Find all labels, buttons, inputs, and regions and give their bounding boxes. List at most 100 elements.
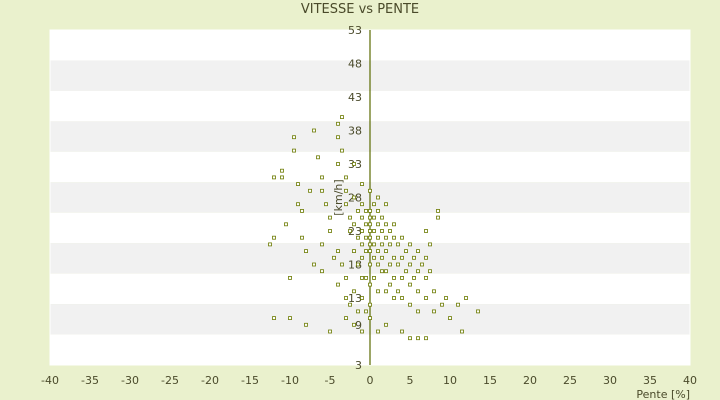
- data-point: [352, 249, 356, 254]
- data-point: [384, 289, 388, 294]
- data-point: [396, 242, 400, 247]
- data-point: [372, 202, 376, 207]
- data-point: [328, 215, 332, 220]
- y-tick-label: 13: [348, 292, 362, 305]
- data-point: [376, 329, 380, 334]
- data-point: [376, 235, 380, 240]
- data-point: [448, 316, 452, 321]
- x-tick-label: 20: [523, 374, 537, 387]
- data-point: [312, 262, 316, 267]
- data-point: [432, 289, 436, 294]
- data-point: [368, 316, 372, 321]
- data-point: [380, 269, 384, 274]
- data-point: [416, 289, 420, 294]
- data-point: [436, 215, 440, 220]
- y-tick-label: 38: [348, 125, 362, 138]
- data-point: [364, 309, 368, 314]
- data-point: [428, 269, 432, 274]
- x-tick-label: -30: [121, 374, 139, 387]
- data-point: [384, 235, 388, 240]
- data-point: [356, 235, 360, 240]
- data-point: [384, 269, 388, 274]
- x-tick-label: -40: [41, 374, 59, 387]
- data-point: [328, 229, 332, 233]
- x-axis-label: Pente [%]: [636, 388, 690, 400]
- y-axis-ticks: 39131823283338434853: [348, 24, 362, 372]
- data-point: [428, 242, 432, 247]
- data-point: [364, 249, 368, 254]
- data-point: [408, 242, 412, 247]
- data-point: [380, 215, 384, 220]
- data-point: [424, 336, 428, 341]
- data-point: [368, 229, 372, 233]
- data-point: [360, 242, 364, 247]
- data-point: [328, 329, 332, 334]
- data-point: [344, 316, 348, 321]
- data-point: [336, 282, 340, 287]
- y-tick-label: 9: [355, 319, 362, 332]
- data-point: [344, 202, 348, 207]
- data-point: [420, 262, 424, 267]
- data-point: [416, 309, 420, 314]
- data-point: [364, 222, 368, 227]
- data-point: [332, 255, 336, 260]
- data-point: [388, 229, 392, 233]
- x-tick-label: 5: [407, 374, 414, 387]
- x-tick-label: -35: [81, 374, 99, 387]
- data-point: [392, 235, 396, 240]
- data-point: [344, 296, 348, 300]
- data-point: [348, 229, 352, 233]
- data-point: [368, 262, 372, 267]
- x-tick-label: 35: [643, 374, 657, 387]
- data-point: [376, 262, 380, 267]
- data-point: [368, 242, 372, 247]
- data-point: [384, 222, 388, 227]
- data-point: [352, 222, 356, 227]
- data-point: [400, 329, 404, 334]
- data-point: [356, 208, 360, 213]
- data-point: [392, 255, 396, 260]
- data-point: [464, 296, 468, 300]
- data-point: [280, 168, 284, 173]
- data-point: [460, 329, 464, 334]
- data-point: [392, 275, 396, 280]
- data-point: [376, 208, 380, 213]
- data-point: [400, 275, 404, 280]
- data-point: [400, 296, 404, 300]
- data-point: [308, 188, 312, 193]
- data-point: [408, 302, 412, 307]
- data-point: [416, 336, 420, 341]
- data-point: [296, 202, 300, 207]
- data-point: [360, 296, 364, 300]
- data-point: [320, 242, 324, 247]
- data-point: [372, 242, 376, 247]
- data-point: [340, 262, 344, 267]
- data-point: [408, 336, 412, 341]
- data-point: [364, 235, 368, 240]
- x-tick-label: 30: [603, 374, 617, 387]
- data-point: [424, 255, 428, 260]
- data-point: [372, 215, 376, 220]
- x-axis-ticks: -40 -35 -30 -25 -20 -15 -10 -5 0 5 10 15 20 25 30 35 40: [41, 374, 697, 387]
- data-point: [436, 208, 440, 213]
- data-point: [348, 302, 352, 307]
- data-point: [344, 275, 348, 280]
- data-point: [284, 222, 288, 227]
- data-point: [360, 215, 364, 220]
- data-point: [340, 148, 344, 153]
- data-point: [352, 322, 356, 327]
- x-tick-label: -10: [281, 374, 299, 387]
- x-tick-label: 15: [483, 374, 497, 387]
- data-point: [360, 255, 364, 260]
- data-points: [268, 115, 480, 341]
- chart-title: VITESSE vs PENTE: [300, 2, 420, 17]
- data-point: [312, 128, 316, 133]
- x-tick-label: 40: [683, 374, 697, 387]
- data-point: [396, 262, 400, 267]
- data-point: [288, 275, 292, 280]
- data-point: [344, 175, 348, 180]
- data-point: [408, 262, 412, 267]
- data-point: [360, 182, 364, 187]
- data-point: [344, 188, 348, 193]
- data-point: [352, 162, 356, 166]
